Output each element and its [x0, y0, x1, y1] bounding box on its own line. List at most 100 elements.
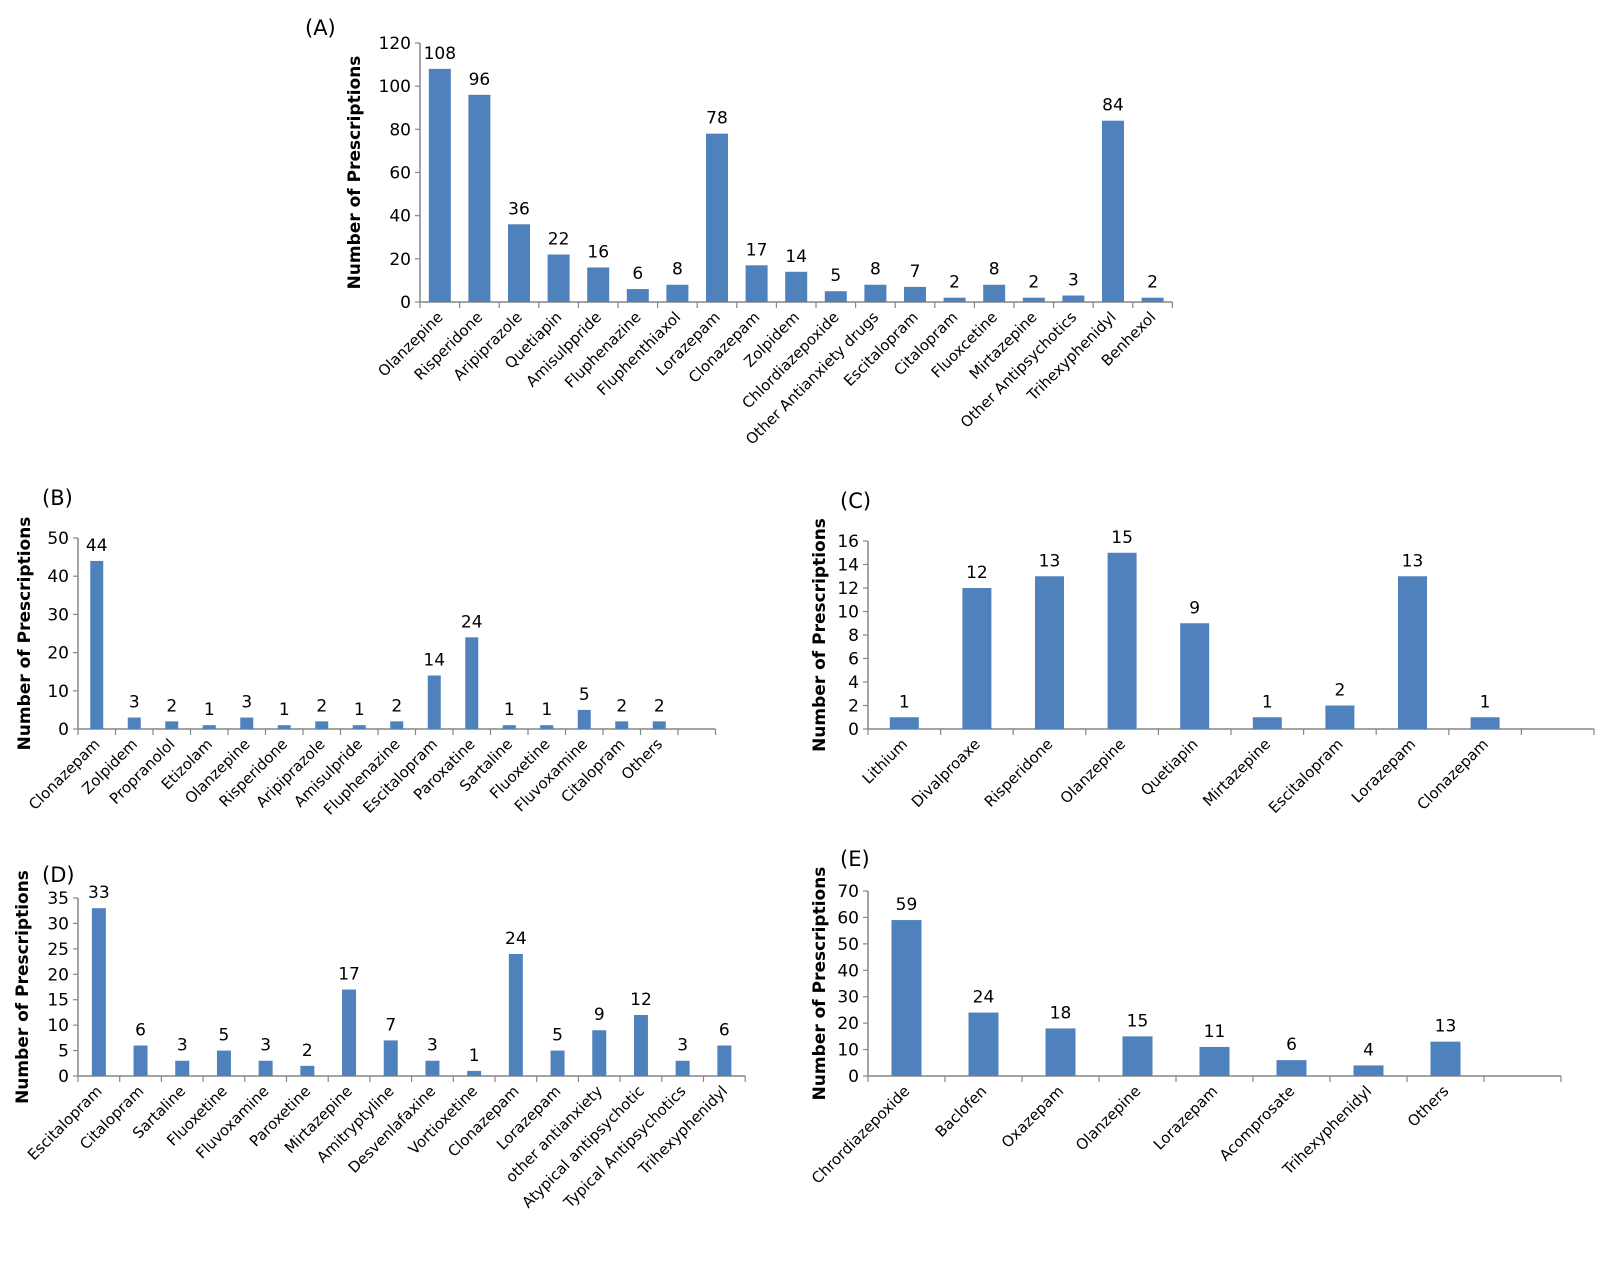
data-label: 8 — [989, 260, 1000, 280]
y-tick-label: 120 — [379, 34, 411, 54]
bar — [864, 284, 887, 302]
bar — [891, 920, 922, 1076]
category-label: Baclofen — [932, 1082, 991, 1141]
data-label: 1 — [279, 700, 290, 720]
y-tick-label: 0 — [58, 1067, 69, 1087]
y-axis-title: Number of Prescriptions — [810, 867, 830, 1101]
y-tick-label: 10 — [837, 1041, 859, 1061]
bar — [824, 291, 847, 302]
y-tick-label: 70 — [837, 882, 859, 902]
data-label: 1 — [1480, 692, 1491, 712]
y-tick-label: 0 — [848, 720, 859, 740]
bar — [240, 717, 254, 729]
data-label: 15 — [1111, 528, 1133, 548]
bar — [550, 1050, 565, 1076]
data-label: 3 — [177, 1036, 188, 1056]
data-label: 6 — [719, 1020, 730, 1040]
y-tick-label: 16 — [837, 532, 859, 552]
y-tick-label: 35 — [47, 889, 69, 909]
panel-label: (C) — [840, 489, 871, 513]
y-tick-label: 5 — [58, 1042, 69, 1062]
data-label: 78 — [706, 109, 728, 129]
bar — [90, 560, 104, 729]
bar — [216, 1050, 231, 1076]
data-label: 3 — [241, 693, 252, 713]
bar — [1107, 552, 1137, 729]
bar — [1276, 1060, 1307, 1076]
y-tick-label: 10 — [47, 1016, 69, 1036]
data-label: 12 — [630, 990, 652, 1010]
bar — [202, 725, 216, 729]
y-tick-label: 14 — [837, 556, 859, 576]
bar — [1122, 1036, 1153, 1076]
panel-label: (E) — [840, 847, 870, 871]
bar — [983, 284, 1006, 302]
y-tick-label: 0 — [400, 293, 411, 313]
bar — [1141, 297, 1164, 302]
bar — [1035, 576, 1064, 729]
bar — [745, 265, 768, 302]
bar — [968, 1012, 999, 1076]
data-label: 3 — [677, 1036, 688, 1056]
category-label: Lorazepam — [1348, 735, 1419, 806]
bar — [315, 721, 329, 729]
bar — [508, 224, 530, 302]
bar — [91, 908, 106, 1076]
y-tick-label: 2 — [848, 697, 859, 717]
category-label: Acomprosate — [1216, 1082, 1299, 1165]
y-tick-label: 20 — [47, 965, 69, 985]
y-tick-label: 100 — [379, 77, 411, 97]
data-label: 2 — [166, 696, 177, 716]
category-label: Olanzepine — [1072, 1082, 1144, 1154]
bar — [1199, 1046, 1230, 1076]
data-label: 13 — [1039, 551, 1061, 571]
bar — [785, 271, 808, 302]
data-label: 5 — [579, 685, 590, 705]
data-label: 24 — [505, 929, 527, 949]
data-label: 5 — [830, 266, 841, 286]
bar — [352, 725, 366, 729]
data-label: 5 — [219, 1026, 230, 1046]
data-label: 1 — [469, 1046, 480, 1066]
y-tick-label: 80 — [389, 120, 411, 140]
bar — [1022, 297, 1045, 302]
y-tick-label: 30 — [47, 914, 69, 934]
bar — [165, 721, 179, 729]
data-label: 24 — [461, 612, 483, 632]
data-label: 13 — [1435, 1017, 1457, 1037]
data-label: 2 — [316, 696, 327, 716]
data-label: 96 — [469, 70, 491, 90]
category-label: Others — [618, 735, 667, 784]
category-label: Others — [1404, 1082, 1453, 1131]
data-label: 8 — [870, 260, 881, 280]
category-label: Quetiapin — [1137, 735, 1201, 799]
data-label: 17 — [746, 240, 768, 260]
category-label: Mirtazepine — [1199, 735, 1274, 810]
data-label: 6 — [1286, 1035, 1297, 1055]
category-label: Escitalopram — [1265, 735, 1347, 817]
data-label: 18 — [1050, 1003, 1072, 1023]
bar — [390, 721, 404, 729]
y-tick-label: 20 — [47, 644, 69, 664]
y-tick-label: 10 — [47, 682, 69, 702]
data-label: 1 — [541, 700, 552, 720]
y-tick-label: 40 — [837, 961, 859, 981]
bar — [467, 1070, 482, 1076]
data-label: 44 — [86, 536, 108, 556]
bar — [425, 1060, 440, 1076]
data-label: 2 — [1147, 273, 1158, 293]
y-tick-label: 40 — [389, 207, 411, 227]
bar — [943, 297, 966, 302]
bar — [540, 725, 554, 729]
bar — [615, 721, 629, 729]
panel-label: (A) — [305, 16, 336, 40]
category-label: Olanzepine — [1057, 735, 1129, 807]
data-label: 1 — [204, 700, 215, 720]
y-tick-label: 50 — [47, 529, 69, 549]
data-label: 2 — [1028, 273, 1039, 293]
bar — [428, 68, 451, 303]
y-tick-label: 30 — [837, 988, 859, 1008]
